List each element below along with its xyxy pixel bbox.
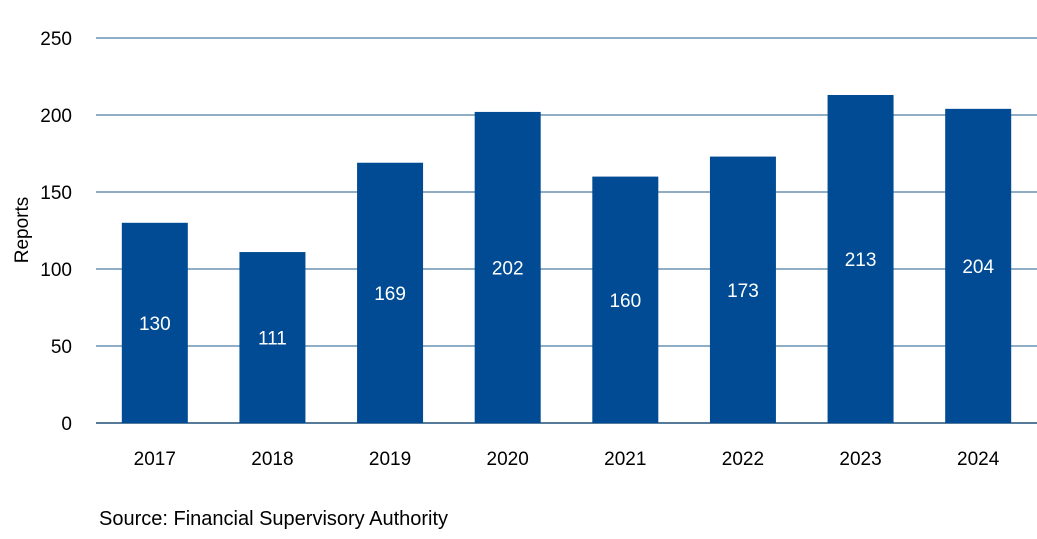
x-axis-ticks: 2017 2018 2019 2020 2021 2022 2023 2024	[134, 449, 1000, 470]
y-tick-100: 100	[40, 260, 72, 281]
data-label-2017: 130	[139, 314, 171, 335]
data-labels: 130 111 169 202 160 173 213 204	[139, 250, 995, 350]
gridlines	[96, 37, 1037, 424]
y-tick-250: 250	[40, 29, 72, 50]
data-label-2018: 111	[258, 329, 287, 350]
data-label-2024: 204	[962, 257, 994, 278]
bar-2023	[827, 94, 894, 423]
bar-2024	[945, 108, 1012, 423]
source-note: Source: Financial Supervisory Authority	[99, 508, 449, 530]
data-label-2021: 160	[609, 291, 641, 312]
x-tick-2021: 2021	[604, 449, 646, 470]
y-tick-50: 50	[51, 337, 72, 358]
y-tick-0: 0	[61, 414, 72, 435]
x-tick-2020: 2020	[487, 449, 529, 470]
bar-2021	[592, 176, 659, 423]
bar-2022	[709, 156, 776, 423]
bar-2018	[239, 252, 306, 423]
y-axis-ticks: 0 50 100 150 200 250	[40, 29, 72, 435]
x-tick-2017: 2017	[134, 449, 176, 470]
data-label-2019: 169	[374, 284, 406, 305]
bar-2020	[474, 111, 541, 424]
y-tick-200: 200	[40, 106, 72, 127]
x-tick-2024: 2024	[957, 449, 1000, 470]
x-tick-2022: 2022	[722, 449, 764, 470]
x-tick-2023: 2023	[839, 449, 881, 470]
bars	[121, 94, 1012, 424]
data-label-2022: 173	[727, 281, 759, 302]
data-label-2023: 213	[845, 250, 877, 271]
y-axis-label: Reports	[12, 197, 33, 264]
data-label-2020: 202	[492, 258, 524, 279]
bar-2017	[121, 222, 188, 423]
x-tick-2019: 2019	[369, 449, 411, 470]
x-tick-2018: 2018	[251, 449, 293, 470]
bar-2019	[357, 162, 424, 424]
y-tick-150: 150	[40, 183, 72, 204]
